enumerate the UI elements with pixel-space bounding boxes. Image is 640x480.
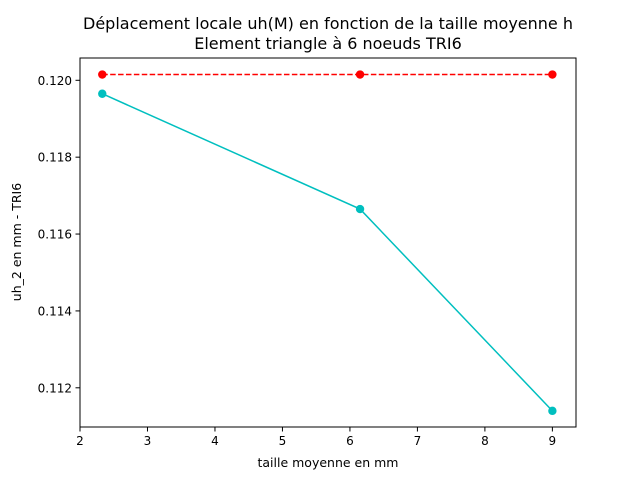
series-1-point (98, 70, 107, 79)
series-1-point (355, 70, 365, 79)
x-tick-label: 7 (414, 434, 422, 448)
x-tick-label: 6 (346, 434, 354, 448)
x-axis-label: taille moyenne en mm (257, 455, 398, 470)
x-tick-label: 9 (549, 434, 557, 448)
x-tick-label: 5 (279, 434, 287, 448)
chart-subtitle: Element triangle à 6 noeuds TRI6 (194, 34, 462, 53)
x-tick-label: 2 (76, 434, 84, 448)
y-tick-label: 0.114 (38, 304, 72, 318)
y-tick-label: 0.118 (38, 151, 72, 165)
y-tick-label: 0.112 (38, 381, 72, 395)
y-tick-label: 0.116 (38, 228, 72, 242)
y-tick-label: 0.120 (38, 74, 72, 88)
y-axis-ticks: 0.112 0.114 0.116 0.118 0.120 (38, 74, 80, 395)
series-2-point (98, 89, 107, 98)
plot-frame (79, 57, 577, 428)
series-2-point (548, 406, 557, 416)
plot-series (98, 70, 557, 416)
x-tick-label: 4 (211, 434, 219, 448)
x-tick-label: 8 (481, 434, 489, 448)
chart-title: Déplacement locale uh(M) en fonction de … (83, 14, 573, 33)
series-1-point (548, 70, 557, 79)
x-axis-ticks: 2 3 4 5 6 7 8 9 (76, 427, 556, 448)
series-2-point (355, 204, 365, 214)
x-tick-label: 3 (144, 434, 152, 448)
y-axis-label: uh_2 en mm - TRI6 (9, 183, 24, 301)
